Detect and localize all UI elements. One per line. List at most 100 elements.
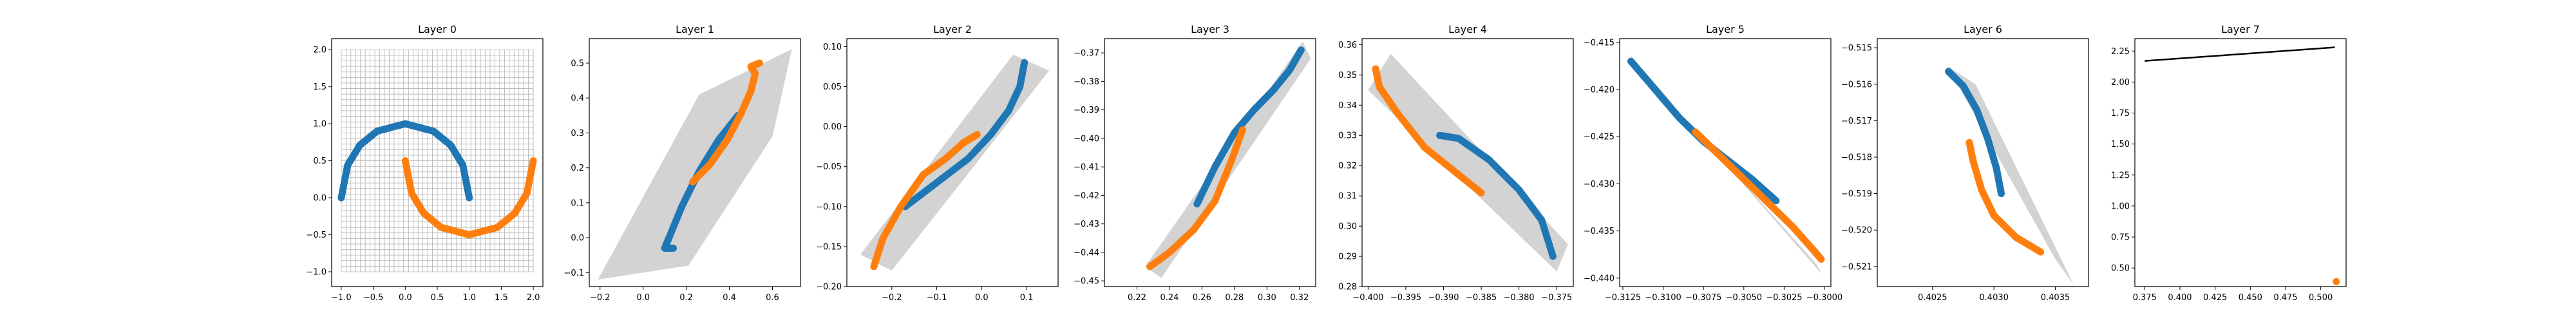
panel-layer-3: 0.22 0.24 0.26 0.28 0.30 0.32 −0.45 −0.44 −0.43 −… (1074, 23, 1316, 303)
x-tick-label: 0.2 (679, 293, 693, 303)
y-tick-label: −0.521 (1841, 262, 1872, 272)
panel-title: Layer 6 (1964, 23, 2002, 35)
y-tick-label: 1.5 (313, 82, 327, 92)
x-tick-label: −0.3125 (1605, 293, 1641, 303)
y-tick-label: 2.25 (2111, 47, 2130, 57)
series-orange (870, 131, 981, 270)
x-tick-label: 0.425 (2203, 293, 2227, 303)
series-orange (1372, 65, 1485, 196)
x-tick-label: 0.0 (975, 293, 989, 303)
y-tick-label: 1.25 (2111, 171, 2130, 180)
x-tick-label: 0.22 (1128, 293, 1146, 303)
x-tick-label: 2.0 (527, 293, 540, 303)
plot-area (860, 54, 1050, 271)
data-point (1998, 190, 2005, 198)
x-tick-label: −0.2 (590, 293, 611, 303)
x-tick-label: −0.1 (927, 293, 947, 303)
series-orange (689, 59, 763, 185)
axes-frame (2134, 38, 2347, 287)
panel-layer-5: −0.3125 −0.3100 −0.3075 −0.3050 −0.3025 −0.30… (1584, 23, 1842, 303)
y-tick-label: 1.00 (2111, 202, 2130, 211)
y-tick-label: 0.0 (571, 234, 584, 243)
x-tick-label: 1.5 (495, 293, 508, 303)
x-tick-label: −0.390 (1428, 293, 1459, 303)
y-tick-label: −0.515 (1841, 44, 1872, 53)
x-tick-label: 0.4025 (1918, 293, 1947, 303)
y-tick-label: 0.00 (823, 122, 842, 132)
y-tick-label: −0.05 (816, 162, 842, 172)
panel-title: Layer 4 (1448, 23, 1487, 35)
grid-lines (341, 49, 534, 272)
data-point (1297, 46, 1305, 54)
y-tick-label: 0.0 (313, 194, 327, 204)
y-tick-label: −1.0 (306, 268, 327, 278)
x-tick-label: −0.3000 (1806, 293, 1842, 303)
y-tick-label: 1.0 (313, 120, 327, 129)
y-tick-label: 0.4 (571, 94, 584, 104)
plot-area (1145, 41, 1311, 278)
y-tick-label: 0.75 (2111, 233, 2130, 243)
x-tick-label: −0.375 (1541, 293, 1572, 303)
x-tick-label: 0.1 (1020, 293, 1034, 303)
data-point (529, 157, 537, 165)
data-point (2037, 248, 2045, 256)
axes-frame (1877, 38, 2089, 287)
x-tick-label: −0.3025 (1766, 293, 1802, 303)
y-tick-label: −0.10 (816, 202, 842, 212)
y-tick-label: 0.1 (571, 198, 584, 208)
plot-area (1627, 53, 1825, 274)
x-tick-label: 0.375 (2133, 293, 2157, 303)
x-tick-label: 1.0 (462, 293, 476, 303)
x-tick-label: 0.5 (431, 293, 444, 303)
y-tick-label: 1.50 (2111, 140, 2130, 149)
x-tick-label: 0.475 (2273, 293, 2297, 303)
panel-title: Layer 3 (1191, 23, 1229, 35)
y-tick-label: 0.30 (1338, 222, 1357, 232)
axes-frame (846, 38, 1059, 287)
data-point (1238, 126, 1246, 134)
y-tick-label: 0.5 (571, 59, 584, 68)
y-tick-label: −0.45 (1074, 277, 1099, 287)
x-tick-label: 0.500 (2309, 293, 2333, 303)
y-tick-label: 0.34 (1338, 101, 1357, 111)
y-tick-label: −0.39 (1074, 106, 1099, 115)
series-orange (401, 157, 537, 239)
series-orange (1146, 126, 1246, 270)
panel-layer-2: −0.2 −0.1 0.0 0.1 −0.20 −0.15 −0.10 −0.05 0.00 0.… (816, 23, 1059, 303)
y-tick-label: 0.32 (1338, 162, 1357, 171)
series-blue (902, 59, 1028, 211)
panel-title: Layer 0 (418, 23, 457, 35)
plot-area (1368, 53, 1568, 272)
panel-layer-4: −0.400 −0.395 −0.390 −0.385 −0.380 −0.375 0.28… (1338, 23, 1574, 303)
y-tick-label: 0.28 (1338, 283, 1357, 292)
y-tick-label: −0.520 (1841, 226, 1872, 236)
y-tick-label: 0.36 (1338, 41, 1357, 50)
panel-title: Layer 2 (933, 23, 972, 35)
x-tick-label: 0.4 (723, 293, 736, 303)
data-point (1021, 59, 1028, 66)
series-orange (1692, 128, 1825, 263)
series-orange (1965, 138, 2045, 256)
y-tick-label: 0.29 (1338, 252, 1357, 262)
y-tick-label: 1.75 (2111, 109, 2130, 118)
y-tick-label: 0.3 (571, 129, 584, 138)
y-tick-label: −0.42 (1074, 191, 1099, 201)
series-blue (1436, 131, 1557, 260)
series-blue (337, 120, 473, 202)
axes-frame (589, 38, 801, 287)
y-tick-label: 0.35 (1338, 71, 1357, 80)
y-tick-label: −0.440 (1584, 274, 1615, 283)
y-tick-label: −0.517 (1841, 117, 1872, 126)
panel-layer-1: −0.2 0.0 0.2 0.4 0.6 −0.1 0.0 0.1 0.2 0.3 0.4 0.5 La… (564, 23, 801, 303)
y-tick-label: −0.40 (1074, 134, 1099, 144)
y-tick-label: −0.435 (1584, 227, 1615, 236)
y-tick-label: −0.37 (1074, 49, 1099, 59)
x-tick-label: 0.6 (766, 293, 779, 303)
data-point (1772, 197, 1780, 205)
y-tick-label: −0.1 (564, 269, 584, 278)
series-blue (1193, 46, 1305, 208)
y-tick-label: −0.415 (1584, 38, 1615, 48)
x-tick-label: −0.3075 (1685, 293, 1721, 303)
y-tick-label: 0.2 (571, 164, 584, 173)
